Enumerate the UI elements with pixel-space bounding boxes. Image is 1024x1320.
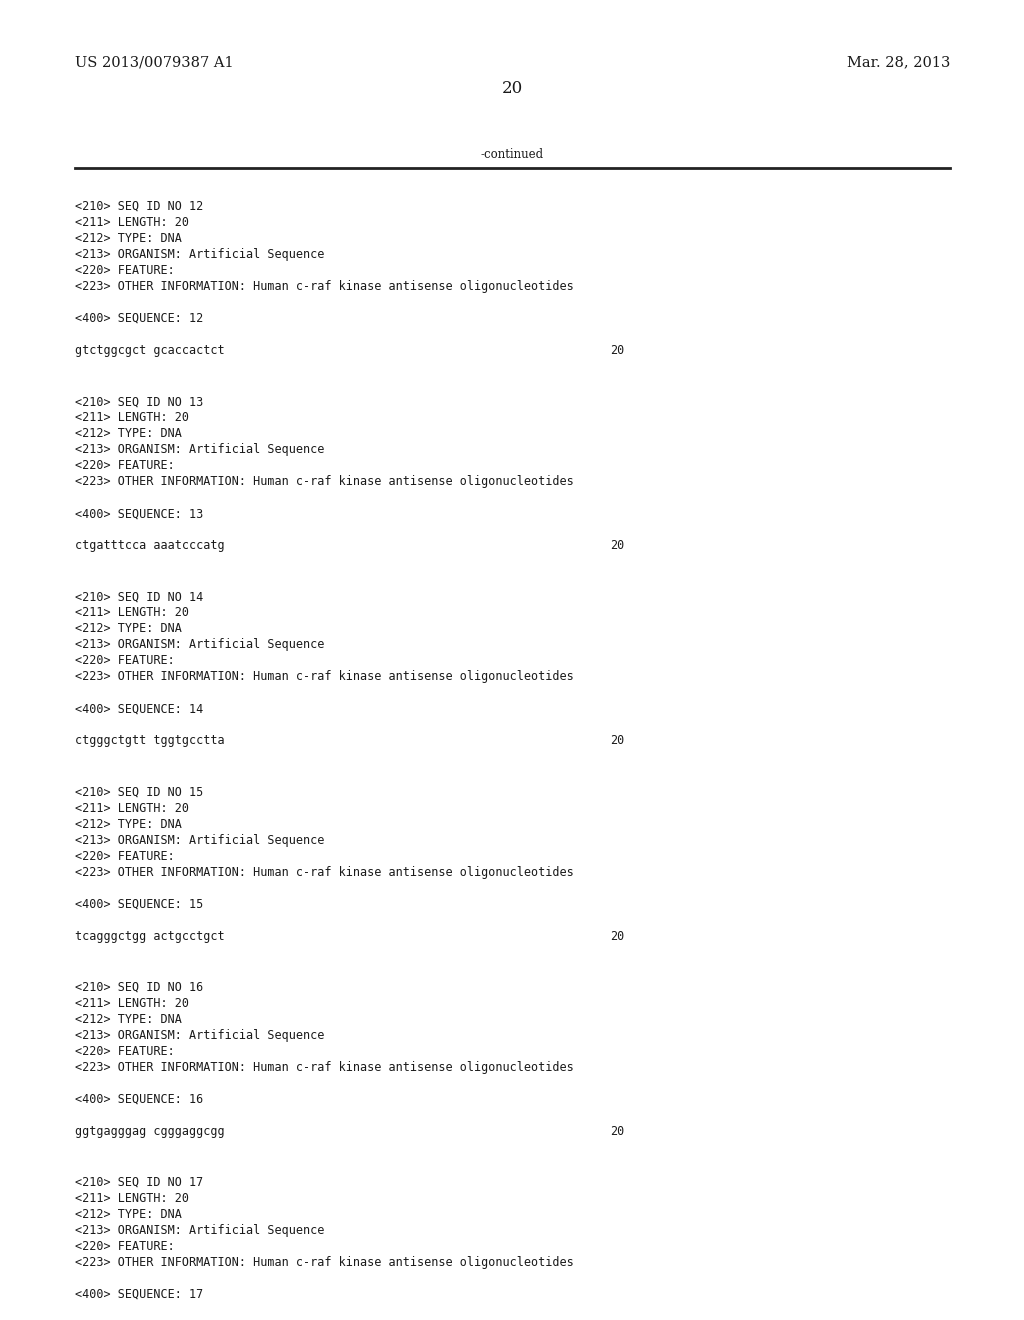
Text: ggtgagggag cgggaggcgg: ggtgagggag cgggaggcgg: [75, 1125, 224, 1138]
Text: ctgatttcca aaatcccatg: ctgatttcca aaatcccatg: [75, 539, 224, 552]
Text: <220> FEATURE:: <220> FEATURE:: [75, 264, 175, 277]
Text: <211> LENGTH: 20: <211> LENGTH: 20: [75, 1192, 189, 1205]
Text: <211> LENGTH: 20: <211> LENGTH: 20: [75, 606, 189, 619]
Text: <220> FEATURE:: <220> FEATURE:: [75, 1239, 175, 1253]
Text: <212> TYPE: DNA: <212> TYPE: DNA: [75, 232, 182, 246]
Text: <210> SEQ ID NO 16: <210> SEQ ID NO 16: [75, 981, 203, 994]
Text: <211> LENGTH: 20: <211> LENGTH: 20: [75, 997, 189, 1010]
Text: <212> TYPE: DNA: <212> TYPE: DNA: [75, 1012, 182, 1026]
Text: gtctggcgct gcaccactct: gtctggcgct gcaccactct: [75, 345, 224, 356]
Text: <212> TYPE: DNA: <212> TYPE: DNA: [75, 817, 182, 830]
Text: <223> OTHER INFORMATION: Human c-raf kinase antisense oligonucleotides: <223> OTHER INFORMATION: Human c-raf kin…: [75, 1257, 573, 1269]
Text: <213> ORGANISM: Artificial Sequence: <213> ORGANISM: Artificial Sequence: [75, 1224, 325, 1237]
Text: tcagggctgg actgcctgct: tcagggctgg actgcctgct: [75, 929, 224, 942]
Text: <213> ORGANISM: Artificial Sequence: <213> ORGANISM: Artificial Sequence: [75, 444, 325, 457]
Text: 20: 20: [610, 539, 625, 552]
Text: <400> SEQUENCE: 14: <400> SEQUENCE: 14: [75, 702, 203, 715]
Text: US 2013/0079387 A1: US 2013/0079387 A1: [75, 55, 233, 69]
Text: <223> OTHER INFORMATION: Human c-raf kinase antisense oligonucleotides: <223> OTHER INFORMATION: Human c-raf kin…: [75, 1061, 573, 1073]
Text: <220> FEATURE:: <220> FEATURE:: [75, 655, 175, 668]
Text: <212> TYPE: DNA: <212> TYPE: DNA: [75, 623, 182, 635]
Text: <213> ORGANISM: Artificial Sequence: <213> ORGANISM: Artificial Sequence: [75, 248, 325, 261]
Text: <400> SEQUENCE: 12: <400> SEQUENCE: 12: [75, 312, 203, 325]
Text: <210> SEQ ID NO 12: <210> SEQ ID NO 12: [75, 201, 203, 213]
Text: <223> OTHER INFORMATION: Human c-raf kinase antisense oligonucleotides: <223> OTHER INFORMATION: Human c-raf kin…: [75, 280, 573, 293]
Text: <213> ORGANISM: Artificial Sequence: <213> ORGANISM: Artificial Sequence: [75, 834, 325, 846]
Text: <210> SEQ ID NO 17: <210> SEQ ID NO 17: [75, 1176, 203, 1189]
Text: 20: 20: [610, 1125, 625, 1138]
Text: <223> OTHER INFORMATION: Human c-raf kinase antisense oligonucleotides: <223> OTHER INFORMATION: Human c-raf kin…: [75, 866, 573, 879]
Text: <210> SEQ ID NO 15: <210> SEQ ID NO 15: [75, 785, 203, 799]
Text: <400> SEQUENCE: 16: <400> SEQUENCE: 16: [75, 1093, 203, 1106]
Text: <212> TYPE: DNA: <212> TYPE: DNA: [75, 428, 182, 440]
Text: <220> FEATURE:: <220> FEATURE:: [75, 850, 175, 862]
Text: <212> TYPE: DNA: <212> TYPE: DNA: [75, 1208, 182, 1221]
Text: <211> LENGTH: 20: <211> LENGTH: 20: [75, 801, 189, 814]
Text: <223> OTHER INFORMATION: Human c-raf kinase antisense oligonucleotides: <223> OTHER INFORMATION: Human c-raf kin…: [75, 671, 573, 684]
Text: <211> LENGTH: 20: <211> LENGTH: 20: [75, 216, 189, 228]
Text: Mar. 28, 2013: Mar. 28, 2013: [847, 55, 950, 69]
Text: <211> LENGTH: 20: <211> LENGTH: 20: [75, 412, 189, 424]
Text: 20: 20: [502, 81, 522, 96]
Text: -continued: -continued: [480, 148, 544, 161]
Text: <400> SEQUENCE: 13: <400> SEQUENCE: 13: [75, 507, 203, 520]
Text: <210> SEQ ID NO 13: <210> SEQ ID NO 13: [75, 395, 203, 408]
Text: <223> OTHER INFORMATION: Human c-raf kinase antisense oligonucleotides: <223> OTHER INFORMATION: Human c-raf kin…: [75, 475, 573, 488]
Text: <213> ORGANISM: Artificial Sequence: <213> ORGANISM: Artificial Sequence: [75, 1028, 325, 1041]
Text: <213> ORGANISM: Artificial Sequence: <213> ORGANISM: Artificial Sequence: [75, 639, 325, 651]
Text: 20: 20: [610, 734, 625, 747]
Text: <400> SEQUENCE: 17: <400> SEQUENCE: 17: [75, 1288, 203, 1302]
Text: ctgggctgtt tggtgcctta: ctgggctgtt tggtgcctta: [75, 734, 224, 747]
Text: 20: 20: [610, 929, 625, 942]
Text: 20: 20: [610, 345, 625, 356]
Text: <210> SEQ ID NO 14: <210> SEQ ID NO 14: [75, 590, 203, 603]
Text: <220> FEATURE:: <220> FEATURE:: [75, 1045, 175, 1057]
Text: <220> FEATURE:: <220> FEATURE:: [75, 459, 175, 473]
Text: <400> SEQUENCE: 15: <400> SEQUENCE: 15: [75, 898, 203, 911]
